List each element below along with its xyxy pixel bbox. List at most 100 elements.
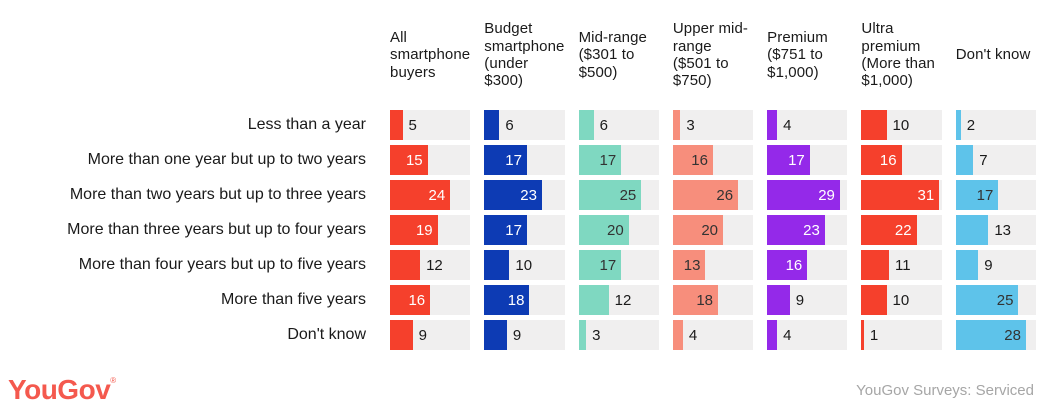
bar-value: 12 — [426, 256, 443, 274]
bar-value: 5 — [408, 116, 417, 134]
bar-fill: 25 — [578, 180, 642, 210]
bar-fill: 16 — [672, 145, 713, 175]
bar-track: 16 — [672, 145, 754, 175]
bar-fill — [955, 145, 974, 175]
yougov-logo-text: YouGov — [8, 374, 111, 405]
bar-track: 9 — [390, 320, 471, 350]
bar-value: 9 — [512, 326, 522, 344]
bar-fill: 19 — [390, 215, 438, 245]
bar-value: 26 — [716, 186, 734, 204]
bar-fill — [390, 320, 413, 350]
bar-track: 29 — [767, 180, 848, 210]
bar-fill — [484, 110, 500, 140]
bar-track: 17 — [484, 145, 565, 175]
bar-fill: 13 — [672, 250, 706, 280]
bar-fill: 31 — [861, 180, 940, 210]
bar-track: 4 — [672, 320, 754, 350]
bar-track: 28 — [955, 320, 1036, 350]
bar-value: 16 — [785, 256, 803, 274]
bar-fill: 17 — [955, 180, 999, 210]
bar-fill — [861, 110, 887, 140]
bar-value: 4 — [688, 326, 698, 344]
bar-value: 20 — [701, 221, 719, 239]
bar-fill: 16 — [390, 285, 431, 315]
bar-fill — [767, 110, 778, 140]
bar-track: 18 — [672, 285, 754, 315]
bar-track: 7 — [955, 145, 1036, 175]
bar-track: 25 — [955, 285, 1036, 315]
bar-track: 31 — [861, 180, 942, 210]
column-header: All smartphone buyers — [390, 28, 471, 81]
bar-track: 6 — [484, 110, 565, 140]
row-label: More than four years but up to five year… — [78, 256, 366, 273]
bar-track: 17 — [767, 145, 848, 175]
bar-track: 5 — [390, 110, 471, 140]
bar-track: 10 — [484, 250, 565, 280]
bar-value: 22 — [894, 221, 912, 239]
bar-track: 16 — [767, 250, 848, 280]
bar-fill — [484, 320, 507, 350]
header-corner — [6, 5, 376, 105]
bar-fill — [390, 110, 403, 140]
row-label: Less than a year — [247, 116, 366, 133]
bar-value: 9 — [795, 291, 805, 309]
bar-fill — [955, 215, 989, 245]
row-label: More than two years but up to three year… — [69, 186, 366, 203]
bar-track: 12 — [390, 250, 471, 280]
row-label: Don't know — [287, 326, 366, 343]
bar-track: 23 — [767, 215, 848, 245]
bar-fill: 15 — [390, 145, 428, 175]
bar-fill: 25 — [955, 285, 1019, 315]
bar-track: 20 — [672, 215, 754, 245]
column-header: Premium ($751 to $1,000) — [767, 28, 828, 81]
bar-fill — [861, 320, 864, 350]
bar-track: 17 — [578, 250, 659, 280]
row-label: More than one year but up to two years — [87, 151, 366, 168]
bar-value: 11 — [895, 256, 911, 274]
bar-fill — [861, 285, 887, 315]
bar-track: 23 — [484, 180, 565, 210]
bar-value: 12 — [614, 291, 632, 309]
bar-track: 18 — [484, 285, 565, 315]
bar-fill — [861, 250, 890, 280]
bar-value: 16 — [408, 291, 426, 309]
bar-fill — [955, 250, 979, 280]
bar-track: 15 — [390, 145, 471, 175]
bar-fill — [578, 110, 594, 140]
bar-track: 10 — [861, 285, 942, 315]
bar-track: 3 — [672, 110, 754, 140]
bar-value: 24 — [428, 186, 446, 204]
bar-track: 17 — [578, 145, 659, 175]
bar-value: 23 — [803, 221, 820, 239]
bar-track: 25 — [578, 180, 659, 210]
bar-track: 9 — [955, 250, 1036, 280]
yougov-logo: YouGov® — [8, 374, 116, 406]
bar-value: 3 — [592, 326, 601, 344]
bar-value: 17 — [505, 221, 522, 239]
bar-value: 13 — [994, 221, 1011, 239]
bar-fill: 17 — [767, 145, 810, 175]
bar-fill — [484, 250, 510, 280]
bar-value: 17 — [976, 186, 994, 204]
bar-value: 10 — [892, 116, 910, 134]
bar-value: 10 — [515, 256, 533, 274]
row-label: More than three years but up to four yea… — [67, 221, 366, 238]
bar-track: 3 — [578, 320, 659, 350]
bar-value: 29 — [818, 186, 835, 204]
bar-track: 4 — [767, 320, 848, 350]
credit-text: YouGov Surveys: Serviced — [856, 381, 1034, 399]
bar-value: 9 — [984, 256, 993, 274]
bar-fill: 17 — [578, 250, 622, 280]
bar-fill: 28 — [955, 320, 1026, 350]
bar-value: 17 — [599, 256, 617, 274]
bar-value: 17 — [599, 151, 617, 169]
bar-value: 9 — [418, 326, 427, 344]
bar-value: 4 — [783, 116, 792, 134]
bar-fill — [955, 110, 961, 140]
bar-value: 18 — [507, 291, 525, 309]
bar-value: 16 — [879, 151, 897, 169]
bar-value: 23 — [520, 186, 537, 204]
bar-value: 18 — [696, 291, 713, 309]
bar-value: 17 — [505, 151, 522, 169]
bar-track: 4 — [767, 110, 848, 140]
